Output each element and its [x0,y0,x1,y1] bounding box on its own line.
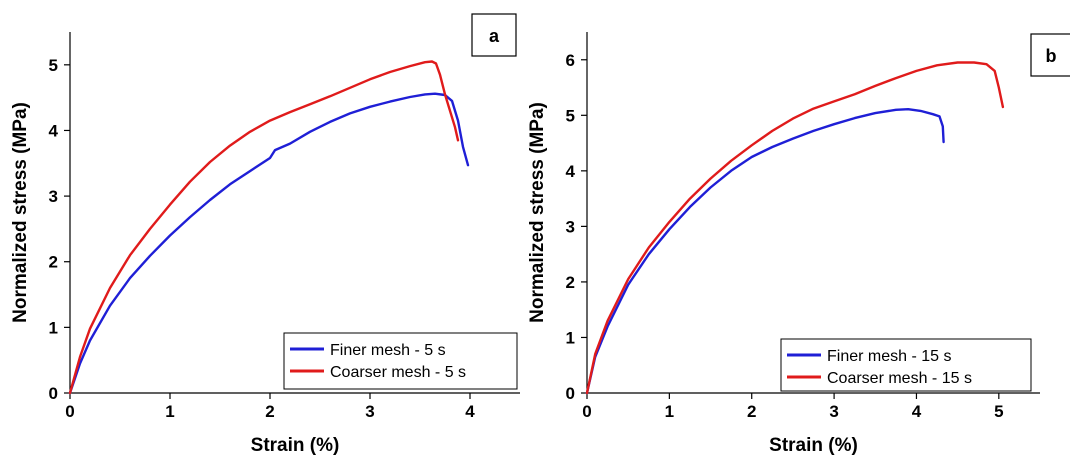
y-tick-label: 2 [49,253,58,272]
x-axis-title: Strain (%) [769,435,858,456]
x-tick-label: 1 [165,402,174,421]
y-tick-label: 1 [49,318,58,337]
x-tick-label: 4 [465,402,475,421]
legend: Finer mesh - 5 s Coarser mesh - 5 s [283,332,518,390]
y-tick-label: 4 [566,162,576,181]
series-line-coarser-mesh [68,60,460,395]
legend-box [283,332,518,390]
y-tick-label: 3 [566,217,575,236]
y-tick-label: 5 [49,56,58,75]
x-tick-label: 1 [665,402,674,421]
y-tick-label: 1 [566,328,575,347]
y-tick-label: 3 [49,187,58,206]
x-tick-label: 0 [582,402,591,421]
legend-label: Finer mesh - 5 s [330,342,446,359]
series-line-coarser-mesh [585,61,1005,395]
legend-label: Finer mesh - 15 s [827,348,951,365]
x-axis-title: Strain (%) [251,435,340,456]
x-tick-label: 2 [265,402,274,421]
legend-box [780,338,1032,392]
legend-label: Coarser mesh - 5 s [330,364,466,381]
series-line-finer-mesh [585,107,945,395]
y-tick-label: 2 [566,273,575,292]
y-tick-label: 0 [566,384,575,403]
chart-panel-b: 0 1 2 3 4 5 0 1 2 3 4 5 6 Strain (%) Normalized stress… [527,32,1070,456]
panel-label-box [471,13,517,57]
y-tick-label: 4 [49,121,59,140]
x-tick-label: 3 [829,402,838,421]
chart-panel-a: 0 1 2 3 4 0 1 2 3 4 5 Strain (%) Normalized stress (… [10,13,520,456]
x-tick-label: 4 [912,402,922,421]
panel-label: b [1046,46,1057,66]
y-axis-title: Normalized stress (MPa) [527,102,548,323]
panel-label-box [1030,33,1070,77]
x-tick-label: 5 [994,402,1003,421]
y-axis-title: Normalized stress (MPa) [10,102,31,323]
x-tick-label: 0 [65,402,74,421]
legend: Finer mesh - 15 s Coarser mesh - 15 s [780,338,1032,392]
y-tick-label: 5 [566,106,575,125]
series-line-finer-mesh [68,92,470,395]
y-tick-label: 6 [566,51,575,70]
legend-label: Coarser mesh - 15 s [827,370,972,387]
panel-label: a [489,26,500,46]
x-tick-label: 3 [365,402,374,421]
x-tick-label: 2 [747,402,756,421]
y-tick-label: 0 [49,384,58,403]
